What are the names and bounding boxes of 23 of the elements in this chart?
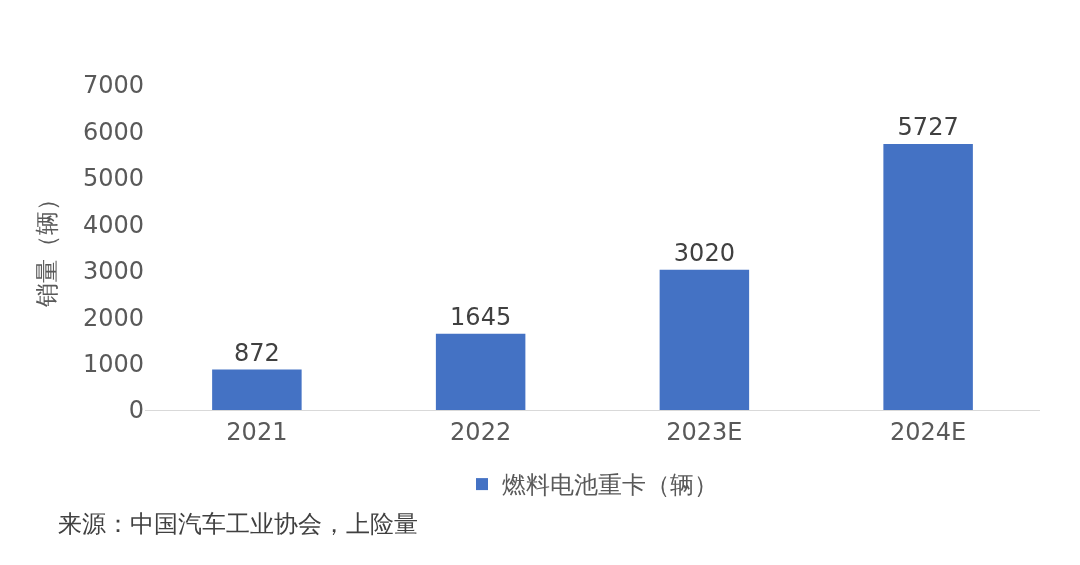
y-tick-label: 6000 [82,117,144,146]
y-tick-label: 4000 [82,210,144,239]
y-tick-label: 5000 [82,164,144,193]
y-tick-label: 3000 [82,257,144,286]
bar [212,369,302,410]
y-tick-label: 0 [128,396,144,425]
data-label: 5727 [897,113,959,142]
y-tick-label: 1000 [82,349,144,378]
bar [659,269,750,410]
bar [883,144,973,410]
y-tick-label: 7000 [82,71,144,100]
y-tick-label: 2000 [82,303,144,332]
source-note: 来源：中国汽车工业协会，上险量 [58,510,418,538]
data-label: 3020 [673,238,735,267]
data-label: 872 [233,338,280,367]
x-tick-label: 2023E [666,417,743,446]
x-tick-label: 2021 [226,417,288,446]
legend-label: 燃料电池重卡（辆） [502,471,718,500]
x-tick-label: 2022 [450,417,512,446]
bar [435,333,526,410]
x-tick-label: 2024E [890,417,967,446]
data-label: 1645 [450,302,512,331]
y-axis-title: 销量（辆） [33,187,62,309]
